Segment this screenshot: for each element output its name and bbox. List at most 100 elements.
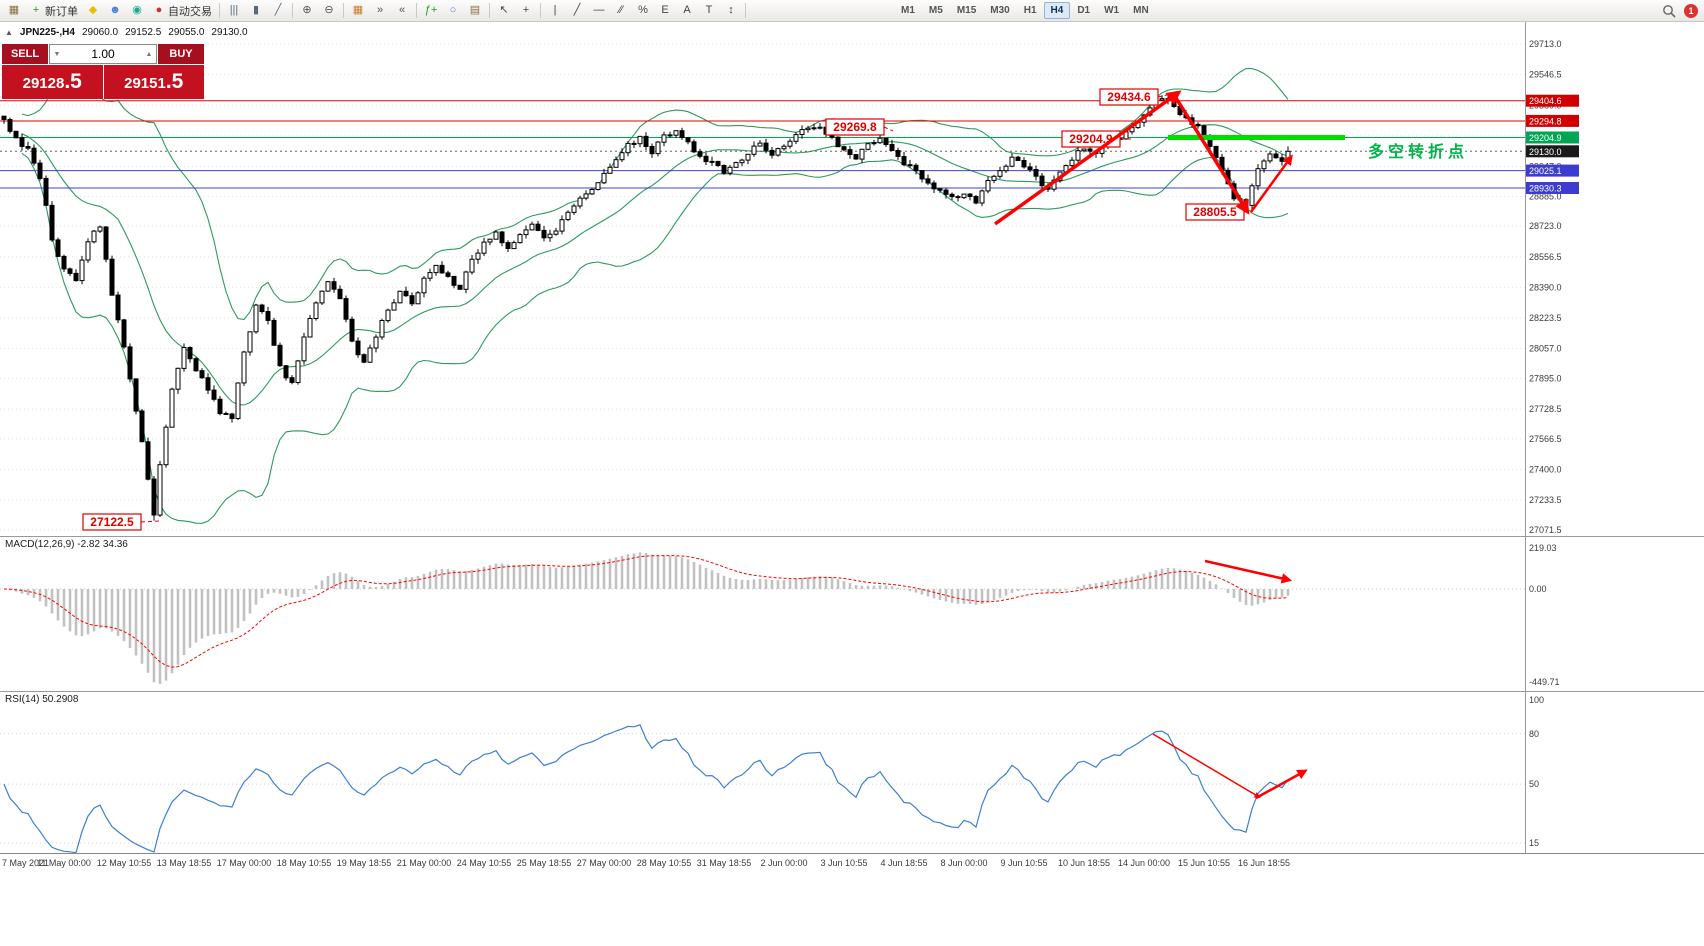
- timeframe-mn-button[interactable]: MN: [1133, 5, 1149, 16]
- cursor-icon[interactable]: ↖: [493, 1, 515, 20]
- macd-pane[interactable]: [0, 552, 1525, 684]
- svg-text:28885.0: 28885.0: [1529, 191, 1562, 201]
- timeframe-m15-button[interactable]: M15: [956, 5, 977, 16]
- bar-chart-icon[interactable]: |||: [223, 1, 245, 20]
- crosshair-icon[interactable]: +: [515, 1, 537, 20]
- svg-text:27122.5: 27122.5: [90, 515, 134, 529]
- trend-arrow[interactable]: [1174, 97, 1250, 215]
- trendline-icon[interactable]: ╱: [566, 1, 588, 20]
- volume-field[interactable]: ▼ 1.00 ▲: [49, 44, 157, 64]
- svg-text:29025.1: 29025.1: [1529, 166, 1562, 176]
- signals-icon[interactable]: ☻: [104, 1, 126, 20]
- svg-text:27895.0: 27895.0: [1529, 373, 1562, 383]
- timeframe-m30-button[interactable]: M30: [990, 5, 1010, 16]
- text-icon: A: [683, 4, 691, 16]
- macd-signal-line[interactable]: [3, 555, 1289, 668]
- equidistant-channel-icon[interactable]: ∕∕: [610, 1, 632, 20]
- timeframe-d1-button[interactable]: D1: [1077, 5, 1091, 16]
- autotrading-label: 自动交易: [168, 5, 212, 18]
- price-annotation-box[interactable]: [1099, 88, 1159, 106]
- timeframe-h1-button[interactable]: H1: [1023, 5, 1037, 16]
- price-axis-badge: [1526, 182, 1579, 194]
- price-annotation-box[interactable]: [825, 118, 885, 136]
- vertical-line-icon[interactable]: |: [544, 1, 566, 20]
- bar-chart-icon: |||: [229, 4, 239, 16]
- candlestick-chart-icon[interactable]: ▮: [245, 1, 267, 20]
- sell-button[interactable]: SELL: [2, 44, 48, 64]
- toolbar-separator: [745, 3, 746, 18]
- market-icon[interactable]: ◉: [126, 1, 148, 20]
- autotrading-button[interactable]: ● 自动交易: [148, 1, 216, 20]
- bollinger-upper-band[interactable]: [21, 67, 1289, 321]
- svg-text:50: 50: [1529, 779, 1539, 789]
- horizontal-line-icon[interactable]: —: [588, 1, 610, 20]
- tile-windows-icon[interactable]: ▦: [347, 1, 369, 20]
- new-order-icon: +: [32, 4, 40, 16]
- templates-button[interactable]: ▤: [464, 1, 486, 20]
- timeframe-h4-button[interactable]: H4: [1043, 2, 1071, 19]
- svg-text:7 May 2021: 7 May 2021: [2, 858, 49, 868]
- svg-text:31 May 18:55: 31 May 18:55: [697, 858, 752, 868]
- ohlc-close: 29130.0: [211, 27, 248, 38]
- periods-icon: ○: [449, 4, 457, 16]
- zoom-in-icon[interactable]: ⊕: [296, 1, 318, 20]
- buy-button[interactable]: BUY: [158, 44, 204, 64]
- auto-scroll-icon[interactable]: »: [369, 1, 391, 20]
- main-price-pane[interactable]: [0, 43, 1525, 531]
- sell-price-button[interactable]: 29128.5: [2, 65, 103, 99]
- new-chart-button[interactable]: ▦: [3, 1, 25, 20]
- notification-badge[interactable]: 1: [1684, 4, 1698, 18]
- price-annotation-box[interactable]: [82, 513, 142, 531]
- mql5-community-icon[interactable]: ◆: [82, 1, 104, 20]
- svg-text:100: 100: [1529, 695, 1544, 705]
- chart-shift-icon[interactable]: «: [391, 1, 413, 20]
- timeframe-w1-button[interactable]: W1: [1104, 5, 1120, 16]
- volume-value[interactable]: 1.00: [91, 47, 115, 61]
- label-icon: T: [705, 4, 713, 16]
- periods-button[interactable]: ○: [442, 1, 464, 20]
- symbol-name: JPN225-,H4: [19, 27, 75, 38]
- shapes-icon[interactable]: E: [654, 1, 676, 20]
- trend-arrow[interactable]: [993, 90, 1182, 226]
- fibonacci-icon[interactable]: %: [632, 1, 654, 20]
- svg-text:29404.6: 29404.6: [1529, 96, 1562, 106]
- price-axis-badge: [1526, 145, 1579, 158]
- bollinger-lower-band[interactable]: [21, 152, 1289, 524]
- svg-text:27728.5: 27728.5: [1529, 404, 1562, 414]
- svg-text:-449.71: -449.71: [1529, 677, 1560, 687]
- trendline-icon: ╱: [573, 4, 581, 16]
- trend-arrow[interactable]: [1204, 559, 1293, 584]
- trend-arrow[interactable]: [1152, 733, 1261, 798]
- autotrading-icon: ●: [155, 4, 163, 16]
- chart-note-text[interactable]: 多空转折点: [1368, 144, 1469, 161]
- trend-arrow[interactable]: [1249, 154, 1293, 213]
- svg-text:28057.0: 28057.0: [1529, 344, 1562, 354]
- timeframe-m5-button[interactable]: M5: [928, 5, 943, 16]
- trend-arrow[interactable]: [1255, 769, 1308, 800]
- svg-text:11 May 00:00: 11 May 00:00: [37, 858, 91, 868]
- candlestick-chart-icon: ▮: [252, 4, 260, 16]
- arrows-icon[interactable]: ↕: [720, 1, 742, 20]
- line-chart-icon[interactable]: ╱: [267, 1, 289, 20]
- volume-increase-icon[interactable]: ▲: [145, 50, 153, 58]
- search-icon[interactable]: [1662, 4, 1676, 18]
- label-icon[interactable]: T: [698, 1, 720, 20]
- svg-text:28390.0: 28390.0: [1529, 282, 1562, 292]
- chart-annotations[interactable]: 29434.6 29269.8 29204.9 28805.5 27122.5: [82, 88, 1308, 800]
- svg-text:15: 15: [1529, 838, 1539, 848]
- zoom-out-icon[interactable]: ⊖: [318, 1, 340, 20]
- rsi-line[interactable]: [3, 724, 1289, 853]
- timeframe-m1-button[interactable]: M1: [901, 5, 915, 16]
- rsi-pane[interactable]: [0, 724, 1525, 853]
- volume-decrease-icon[interactable]: ▼: [53, 50, 61, 58]
- indicators-button[interactable]: ƒ+: [420, 1, 442, 20]
- svg-text:27 May 00:00: 27 May 00:00: [577, 858, 632, 868]
- bollinger-middle-band[interactable]: [21, 124, 1289, 406]
- new-order-button[interactable]: + 新订单: [25, 1, 82, 20]
- one-click-toggle-icon[interactable]: ▲: [5, 28, 13, 37]
- text-icon[interactable]: A: [676, 1, 698, 20]
- buy-price-button[interactable]: 29151.5: [103, 65, 204, 99]
- toolbar-separator: [416, 3, 417, 18]
- svg-text:80: 80: [1529, 729, 1539, 739]
